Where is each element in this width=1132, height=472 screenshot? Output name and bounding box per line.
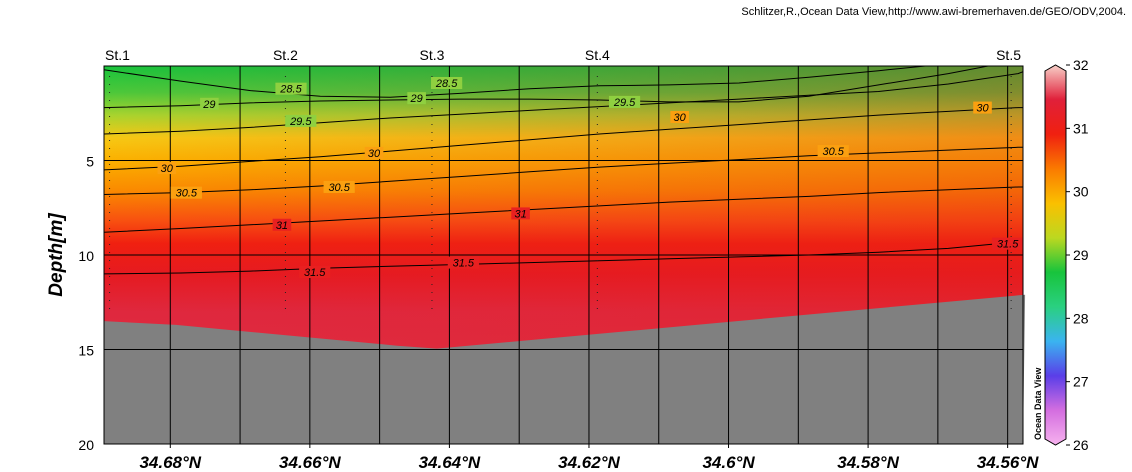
x-tick-label: 34.6°N [702, 453, 755, 472]
x-tick-label: 34.66°N [279, 453, 341, 472]
x-tick-label: 34.58°N [837, 453, 899, 472]
contour-label-bg [992, 237, 1024, 250]
x-tick-label: 34.56°N [977, 453, 1039, 472]
contour-label: 28.5 [279, 84, 302, 96]
contour-line [104, 66, 989, 109]
contour-label: 30.5 [822, 146, 844, 158]
contour-label: 30 [674, 112, 687, 124]
x-tick-label: 34.62°N [558, 453, 620, 472]
contour-label: 31.5 [453, 258, 475, 270]
credit-text: Schlitzer,R.,Ocean Data View,http://www.… [741, 6, 1126, 18]
seafloor [104, 294, 1026, 444]
contour-line [104, 241, 1023, 275]
contour-label: 29 [409, 93, 422, 105]
colorbar: 32 31 30 29 28 27 26 [1044, 57, 1089, 453]
colorbar-tick-label: 27 [1073, 374, 1089, 390]
contour-label: 31.5 [997, 239, 1019, 251]
contour-label: 30.5 [176, 188, 198, 200]
colorbar-ticks: 32 31 30 29 28 27 26 [1066, 57, 1089, 453]
colorbar-tick-label: 28 [1073, 310, 1089, 326]
y-tick-label: 5 [86, 154, 94, 170]
contour-label-bg [973, 101, 992, 114]
colorbar-tick-label: 29 [1073, 247, 1089, 263]
station-label: St.2 [273, 47, 298, 63]
y-tick-label: 15 [78, 343, 94, 359]
contour-label-layer: 28.5 28.5 29 29 29.5 29.5 30 30 30 30 30.5 30.5 30.5… [157, 77, 1024, 279]
y-axis-label: Depth[m] [46, 213, 67, 297]
y-tick-label: 20 [78, 437, 94, 453]
contour-label: 29.5 [613, 97, 636, 109]
contour-label-bg [272, 218, 292, 231]
contour-label-bg [364, 146, 384, 159]
x-tick-label: 34.68°N [139, 453, 201, 472]
station-layer: St.1 St.2 St.3 St.4 St.5 [105, 47, 1021, 316]
contour-label-bg [323, 180, 355, 193]
plot-frame [103, 65, 1024, 445]
contour-label-bg [407, 92, 426, 105]
contour-label-bg [200, 97, 219, 110]
grid-layer [104, 66, 1023, 444]
contour-label-bg [299, 266, 331, 279]
colorbar-tick-label: 32 [1073, 57, 1089, 73]
y-tick-label: 10 [78, 248, 94, 264]
contour-label-bg [670, 111, 689, 124]
contour-label-bg [157, 162, 177, 175]
plot-area: St.1 St.2 St.3 St.4 St.5 28.5 28.5 29 29 29.5 29.… [103, 47, 1026, 445]
station-label: St.5 [996, 47, 1021, 63]
colorbar-tick-label: 30 [1073, 184, 1089, 200]
contour-line [104, 146, 1023, 195]
contour-label-bg [817, 145, 849, 158]
contour-label: 31.5 [304, 267, 326, 279]
axis-layer: 34.68°N 34.66°N 34.64°N 34.62°N 34.6°N 34.58°… [78, 154, 1039, 472]
contour-label: 29 [202, 99, 215, 111]
station-label: St.4 [585, 47, 610, 63]
contour-label: 30 [976, 103, 989, 115]
colorbar-tick-label: 31 [1073, 120, 1089, 136]
contour-label: 30 [161, 163, 174, 175]
ocean-data-view-watermark: Ocean Data View [1033, 367, 1043, 440]
contour-label-bg [608, 95, 641, 108]
contour-label-bg [275, 82, 307, 95]
contour-label: 28.5 [435, 78, 458, 90]
contour-line [104, 66, 926, 98]
contour-label: 31 [514, 208, 526, 220]
colorbar-tick-label: 26 [1073, 437, 1089, 453]
station-label: St.1 [105, 47, 130, 63]
contour-label-bg [170, 186, 202, 199]
contour-label: 29.5 [289, 116, 312, 128]
contour-line [104, 107, 1023, 171]
contour-label: 30.5 [328, 182, 350, 194]
contour-label-bg [511, 207, 530, 220]
contour-label: 30 [368, 148, 381, 160]
contour-label: 31 [276, 220, 288, 232]
station-label: St.3 [420, 47, 445, 63]
contour-line [104, 71, 1023, 135]
contour-label-bg [285, 114, 317, 127]
x-tick-label: 34.64°N [419, 453, 481, 472]
contour-label-bg [431, 77, 463, 90]
colorbar-body [1044, 64, 1067, 446]
contour-label-bg [447, 256, 479, 269]
